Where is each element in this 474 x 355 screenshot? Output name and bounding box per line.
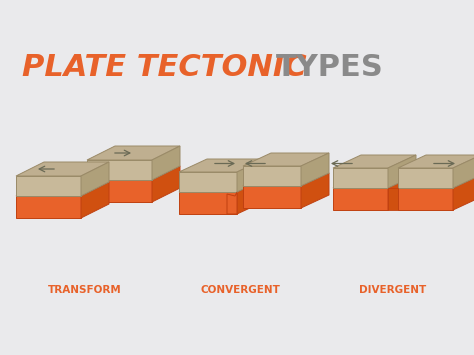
Polygon shape bbox=[87, 180, 152, 202]
Polygon shape bbox=[398, 155, 474, 168]
Polygon shape bbox=[301, 153, 329, 186]
Polygon shape bbox=[152, 146, 180, 180]
Polygon shape bbox=[243, 166, 301, 186]
Polygon shape bbox=[398, 168, 453, 188]
Polygon shape bbox=[453, 175, 474, 210]
Polygon shape bbox=[179, 159, 265, 172]
Polygon shape bbox=[227, 192, 237, 214]
Polygon shape bbox=[237, 179, 265, 214]
Polygon shape bbox=[333, 168, 388, 188]
Text: DIVERGENT: DIVERGENT bbox=[359, 285, 427, 295]
Polygon shape bbox=[87, 160, 152, 180]
Polygon shape bbox=[16, 162, 109, 176]
Polygon shape bbox=[453, 155, 474, 188]
Text: TYPES: TYPES bbox=[276, 54, 384, 82]
Polygon shape bbox=[87, 166, 180, 180]
Polygon shape bbox=[87, 146, 180, 160]
Polygon shape bbox=[16, 176, 81, 196]
Polygon shape bbox=[81, 162, 109, 196]
Polygon shape bbox=[16, 182, 109, 196]
Polygon shape bbox=[16, 196, 81, 218]
Polygon shape bbox=[333, 188, 388, 210]
Polygon shape bbox=[398, 175, 474, 188]
Polygon shape bbox=[398, 188, 453, 210]
Polygon shape bbox=[237, 159, 265, 192]
Polygon shape bbox=[333, 175, 416, 188]
Polygon shape bbox=[388, 188, 398, 210]
Polygon shape bbox=[179, 179, 265, 192]
Polygon shape bbox=[388, 155, 416, 188]
Text: PLATE TECTONIC: PLATE TECTONIC bbox=[22, 54, 317, 82]
Polygon shape bbox=[243, 173, 329, 186]
Polygon shape bbox=[333, 155, 416, 168]
Polygon shape bbox=[388, 175, 416, 210]
Polygon shape bbox=[179, 192, 237, 214]
Polygon shape bbox=[81, 182, 109, 218]
Polygon shape bbox=[152, 166, 180, 202]
Polygon shape bbox=[179, 172, 237, 192]
Text: CONVERGENT: CONVERGENT bbox=[200, 285, 280, 295]
Polygon shape bbox=[243, 186, 301, 208]
Text: TRANSFORM: TRANSFORM bbox=[48, 285, 122, 295]
Polygon shape bbox=[243, 153, 329, 166]
Polygon shape bbox=[301, 173, 329, 208]
